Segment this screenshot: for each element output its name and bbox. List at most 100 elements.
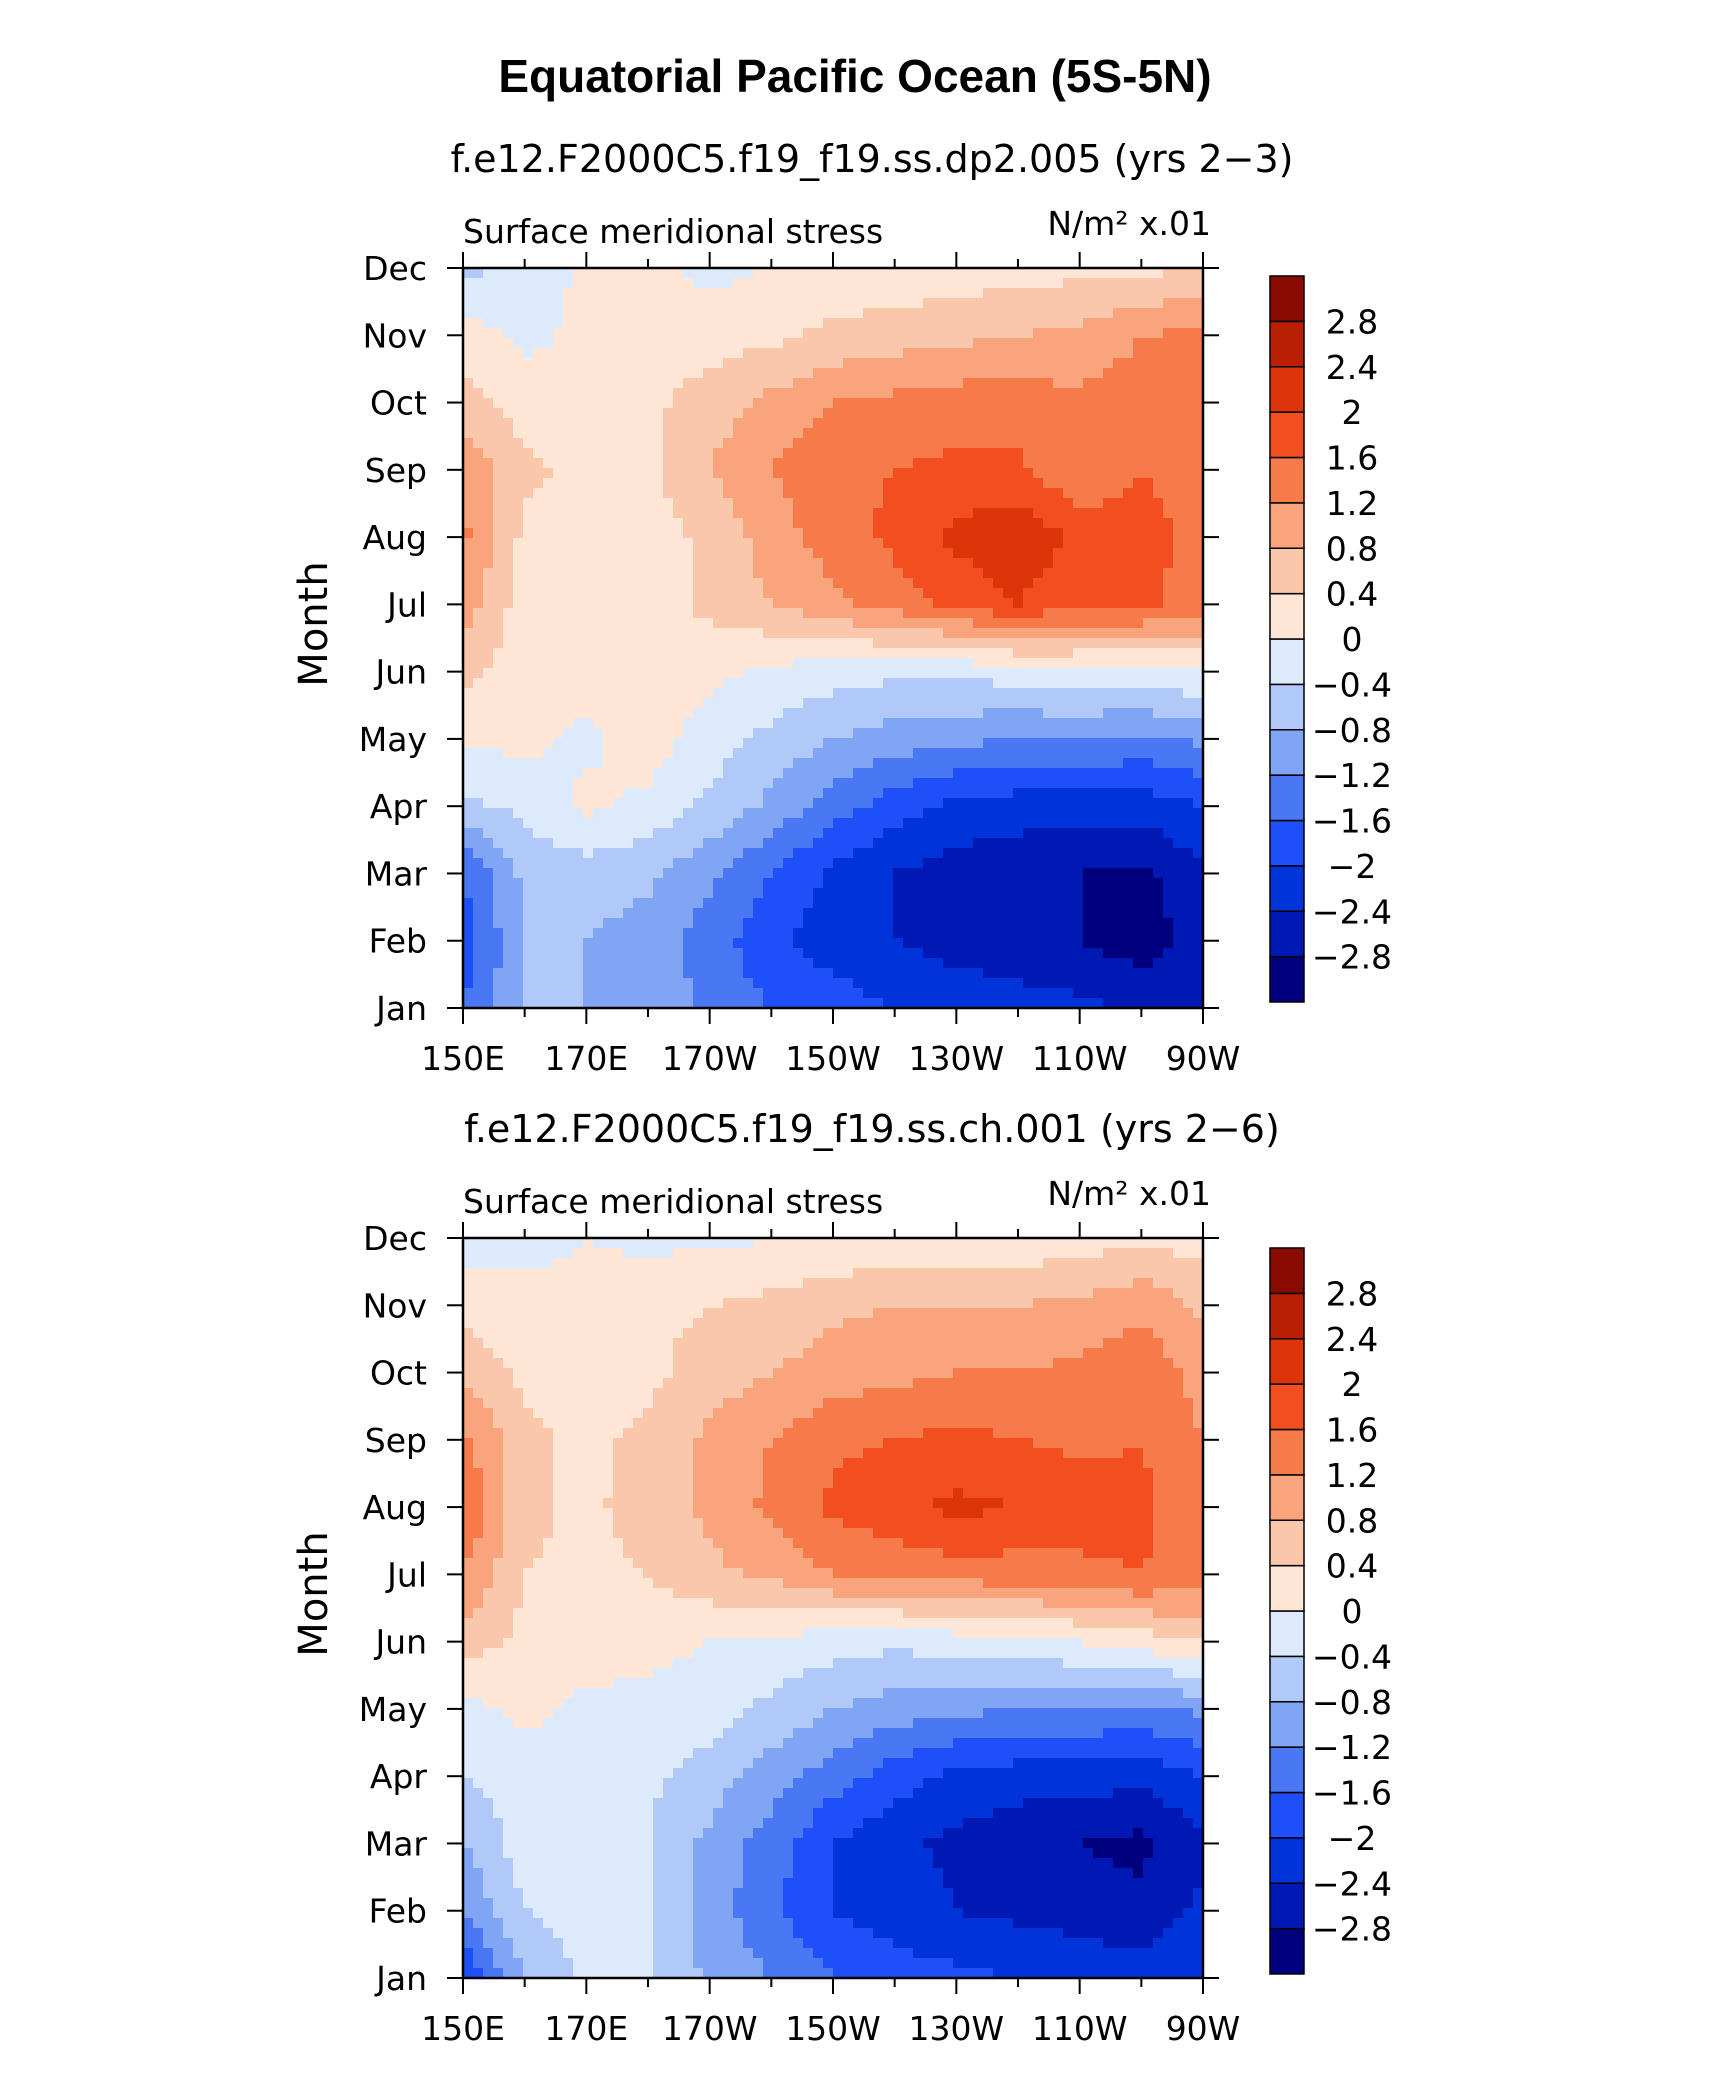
contour-cell [943,458,954,469]
contour-cell [543,588,554,599]
contour-cell [543,538,554,549]
contour-cell [993,858,1004,869]
contour-cell [783,658,794,669]
contour-cell [1133,458,1144,469]
contour-cell [913,498,924,509]
contour-cell [653,338,664,349]
contour-cell [1063,358,1074,369]
contour-cell [903,808,914,819]
contour-cell [913,718,924,729]
contour-cell [1073,558,1084,569]
contour-cell [903,798,914,809]
contour-cell [673,728,684,739]
contour-cell [603,598,614,609]
contour-cell [853,678,864,689]
contour-cell [1033,628,1044,639]
contour-cell [793,308,804,319]
contour-cell [983,808,994,819]
contour-cell [993,568,1004,579]
contour-cell [793,648,804,659]
contour-cell [533,898,544,909]
contour-cell [523,588,534,599]
contour-cell [743,358,754,369]
contour-cell [1153,678,1164,689]
contour-cell [563,528,574,539]
contour-cell [1043,728,1054,739]
contour-cell [1043,878,1054,889]
contour-cell [663,278,674,289]
contour-cell [893,438,904,449]
contour-cell [1093,508,1104,519]
contour-cell [673,388,684,399]
contour-cell [593,778,604,789]
contour-cell [943,878,954,889]
contour-cell [883,628,894,639]
contour-cell [843,288,854,299]
contour-cell [1053,698,1064,709]
contour-cell [983,738,994,749]
contour-cell [493,718,504,729]
contour-cell [1073,398,1084,409]
contour-cell [873,768,884,779]
contour-cell [733,478,744,489]
contour-cell [773,458,784,469]
contour-cell [863,508,874,519]
contour-cell [463,868,474,879]
contour-cell [833,928,844,939]
contour-cell [503,908,514,919]
contour-cell [803,438,814,449]
contour-cell [1153,308,1164,319]
contour-cell [743,728,754,739]
contour-cell [683,588,694,599]
contour-cell [593,378,604,389]
contour-cell [603,428,614,439]
contour-cell [613,538,624,549]
contour-cell [543,928,554,939]
contour-cell [853,868,864,879]
contour-cell [643,748,654,759]
contour-cell [753,418,764,429]
contour-cell [893,668,904,679]
contour-cell [1003,878,1014,889]
contour-cell [983,338,994,349]
contour-cell [993,268,1004,279]
contour-cell [903,618,914,629]
contour-cell [773,718,784,729]
contour-cell [473,328,484,339]
contour-cell [513,748,524,759]
contour-cell [1103,278,1114,289]
contour-cell [973,538,984,549]
contour-cell [1123,308,1134,319]
contour-cell [633,568,644,579]
contour-cell [653,658,664,669]
contour-cell [713,288,724,299]
contour-cell [1143,518,1154,529]
contour-cell [653,638,664,649]
contour-cell [483,778,494,789]
contour-cell [533,698,544,709]
contour-cell [663,298,674,309]
contour-cell [1063,858,1074,869]
contour-cell [593,518,604,529]
contour-cell [513,568,524,579]
contour-cell [713,418,724,429]
contour-cell [553,508,564,519]
contour-cell [933,298,944,309]
contour-cell [833,828,844,839]
contour-cell [483,738,494,749]
contour-cell [1123,658,1134,669]
contour-cell [693,448,704,459]
contour-cell [973,578,984,589]
contour-cell [493,748,504,759]
contour-cell [573,638,584,649]
contour-cell [553,728,564,739]
contour-cell [973,898,984,909]
contour-cell [823,498,834,509]
contour-cell [853,758,864,769]
contour-cell [673,538,684,549]
contour-cell [743,598,754,609]
contour-cell [1103,888,1114,899]
contour-cell [473,428,484,439]
contour-cell [743,848,754,859]
contour-cell [923,628,934,639]
